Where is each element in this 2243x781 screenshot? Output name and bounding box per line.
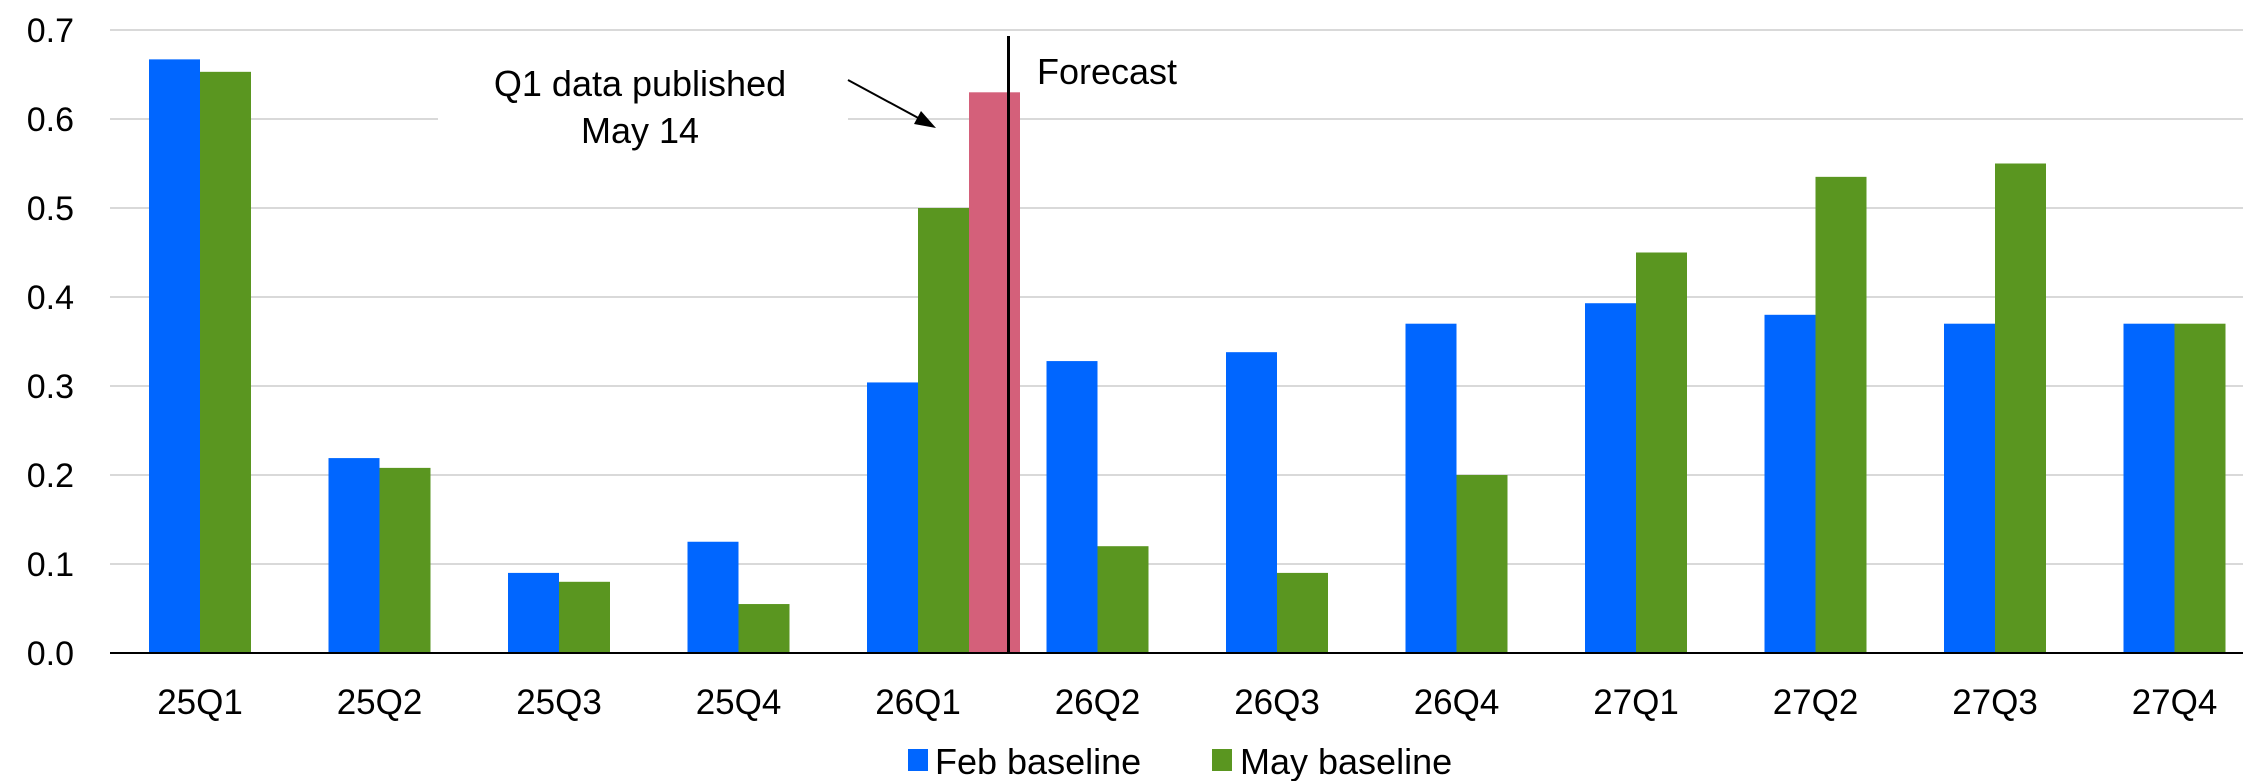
y-tick-label: 0.5 <box>27 190 74 228</box>
bar-may-26Q1 <box>918 208 969 653</box>
x-tick-label: 26Q2 <box>1055 683 1141 722</box>
bar-feb-25Q3 <box>508 572 559 653</box>
y-tick-label: 0.6 <box>27 101 74 139</box>
legend-label-may: May baseline <box>1240 741 1452 781</box>
bars <box>149 59 2226 654</box>
y-tick-label: 0.1 <box>27 546 74 584</box>
published-annotation-line1: Q1 data published <box>494 63 786 104</box>
bar-may-26Q3 <box>1277 572 1328 653</box>
bar-may-25Q3 <box>559 581 610 653</box>
x-tick-label: 25Q2 <box>337 683 423 722</box>
bar-feb-26Q2 <box>1046 361 1098 653</box>
bar-feb-25Q2 <box>328 458 380 653</box>
y-tick-label: 0.3 <box>27 368 74 406</box>
x-tick-label: 26Q4 <box>1414 683 1500 722</box>
y-tick-label: 0.4 <box>27 279 74 317</box>
bar-feb-25Q1 <box>149 59 200 654</box>
bar-may-27Q4 <box>2174 323 2226 653</box>
bar-feb-27Q1 <box>1585 303 1636 653</box>
bar-may-26Q4 <box>1456 475 1508 653</box>
legend-label-feb: Feb baseline <box>935 741 1141 781</box>
bar-may-25Q4 <box>738 604 790 653</box>
forecast-label: Forecast <box>1037 51 1177 92</box>
bar-may-25Q2 <box>379 467 431 653</box>
published-annotation-arrow <box>847 79 936 128</box>
arrow-shaft <box>847 79 923 121</box>
bar-feb-26Q3 <box>1226 352 1277 653</box>
bar-feb-27Q3 <box>1944 323 1995 653</box>
published-annotation-line2: May 14 <box>581 110 699 151</box>
y-axis-tick-labels: 0.0 0.1 0.2 0.3 0.4 0.5 0.6 0.7 <box>27 12 74 673</box>
bar-may-25Q1 <box>200 71 251 653</box>
y-tick-label: 0.2 <box>27 457 74 495</box>
x-tick-label: 27Q1 <box>1593 683 1679 722</box>
bar-may-27Q2 <box>1815 176 1867 653</box>
legend: Feb baseline May baseline <box>908 741 1452 781</box>
x-tick-label: 26Q1 <box>875 683 961 722</box>
bar-feb-25Q4 <box>687 541 739 653</box>
annotation-background <box>438 100 848 130</box>
arrow-head <box>914 111 936 128</box>
bar-feb-26Q4 <box>1405 323 1457 653</box>
bar-may-26Q2 <box>1097 546 1149 653</box>
bar-feb-27Q2 <box>1764 314 1816 653</box>
x-tick-label: 25Q4 <box>696 683 782 722</box>
x-tick-label: 26Q3 <box>1234 683 1320 722</box>
legend-swatch-may <box>1212 749 1232 771</box>
x-tick-label: 27Q2 <box>1773 683 1859 722</box>
x-tick-label: 27Q4 <box>2132 683 2218 722</box>
bar-published-26Q1 <box>969 92 1020 654</box>
x-tick-label: 25Q3 <box>516 683 602 722</box>
y-tick-label: 0.7 <box>27 12 74 50</box>
bar-feb-27Q4 <box>2123 323 2175 653</box>
x-tick-label: 27Q3 <box>1952 683 2038 722</box>
bar-feb-26Q1 <box>867 382 918 653</box>
bar-may-27Q1 <box>1636 252 1687 653</box>
gridlines <box>110 29 2243 565</box>
legend-swatch-feb <box>908 749 928 771</box>
bar-may-27Q3 <box>1995 163 2046 653</box>
x-axis-category-labels: 25Q1 25Q2 25Q3 25Q4 26Q1 26Q2 26Q3 26Q4 27Q1 27Q2… <box>157 683 2217 722</box>
x-tick-label: 25Q1 <box>157 683 243 722</box>
y-tick-label: 0.0 <box>27 635 74 673</box>
